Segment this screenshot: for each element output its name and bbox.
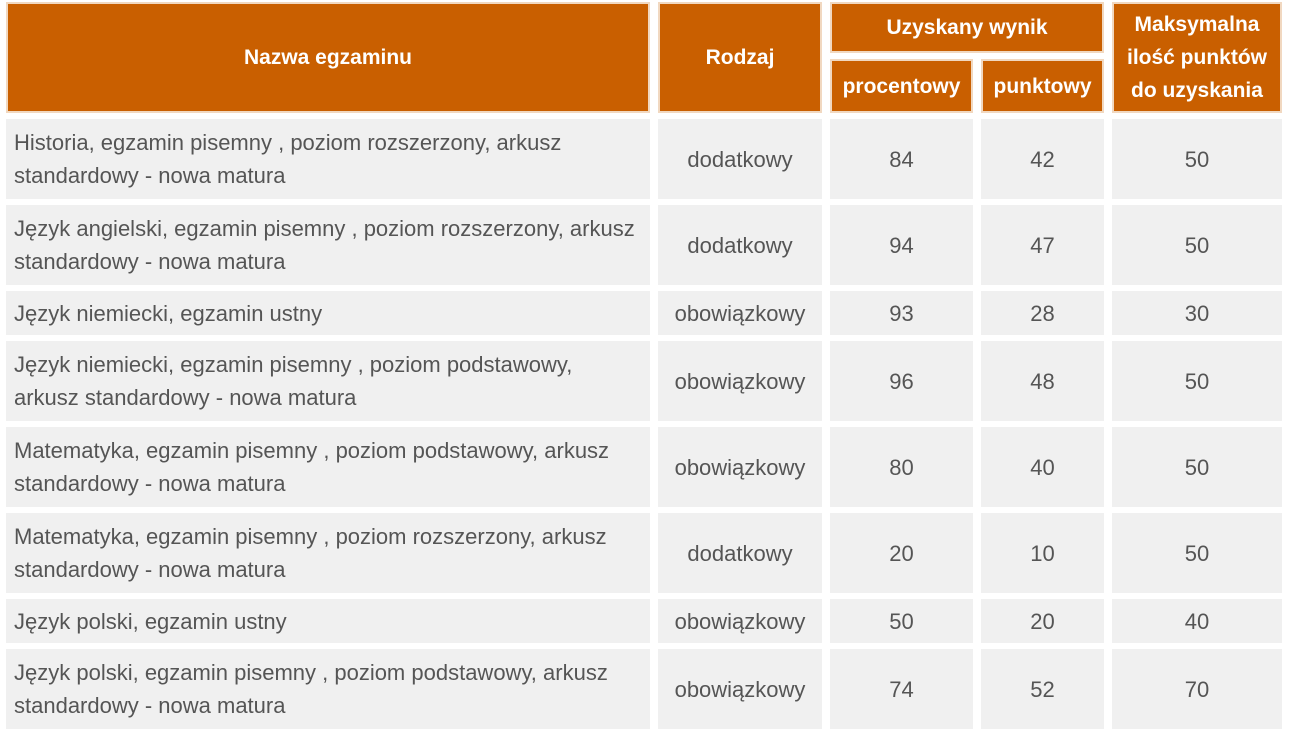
cell-percent: 20 bbox=[830, 513, 973, 593]
cell-exam-name: Język polski, egzamin pisemny , poziom p… bbox=[6, 649, 650, 729]
cell-max: 50 bbox=[1112, 341, 1282, 421]
cell-percent: 74 bbox=[830, 649, 973, 729]
table-row: Język niemiecki, egzamin ustny obowiązko… bbox=[6, 291, 1282, 335]
cell-exam-name: Język niemiecki, egzamin ustny bbox=[6, 291, 650, 335]
cell-max: 50 bbox=[1112, 119, 1282, 199]
cell-max: 30 bbox=[1112, 291, 1282, 335]
cell-percent: 50 bbox=[830, 599, 973, 643]
header-exam-name: Nazwa egzaminu bbox=[6, 2, 650, 113]
cell-points: 48 bbox=[981, 341, 1104, 421]
cell-exam-name: Matematyka, egzamin pisemny , poziom roz… bbox=[6, 513, 650, 593]
table-row: Język niemiecki, egzamin pisemny , pozio… bbox=[6, 341, 1282, 421]
cell-percent: 84 bbox=[830, 119, 973, 199]
cell-percent: 96 bbox=[830, 341, 973, 421]
cell-max: 50 bbox=[1112, 205, 1282, 285]
cell-points: 10 bbox=[981, 513, 1104, 593]
cell-type: obowiązkowy bbox=[658, 649, 822, 729]
header-type: Rodzaj bbox=[658, 2, 822, 113]
header-max-points: Maksymalna ilość punktów do uzyskania bbox=[1112, 2, 1282, 113]
cell-percent: 93 bbox=[830, 291, 973, 335]
table-row: Język polski, egzamin ustny obowiązkowy … bbox=[6, 599, 1282, 643]
table-header: Nazwa egzaminu Rodzaj Uzyskany wynik Mak… bbox=[6, 2, 1282, 113]
cell-percent: 80 bbox=[830, 427, 973, 507]
cell-exam-name: Matematyka, egzamin pisemny , poziom pod… bbox=[6, 427, 650, 507]
cell-max: 40 bbox=[1112, 599, 1282, 643]
cell-points: 42 bbox=[981, 119, 1104, 199]
header-percent: procentowy bbox=[830, 59, 973, 113]
cell-type: dodatkowy bbox=[658, 205, 822, 285]
cell-type: dodatkowy bbox=[658, 119, 822, 199]
header-points: punktowy bbox=[981, 59, 1104, 113]
table-row: Matematyka, egzamin pisemny , poziom roz… bbox=[6, 513, 1282, 593]
cell-type: obowiązkowy bbox=[658, 341, 822, 421]
cell-max: 70 bbox=[1112, 649, 1282, 729]
cell-type: obowiązkowy bbox=[658, 599, 822, 643]
header-score-group: Uzyskany wynik bbox=[830, 2, 1104, 53]
cell-points: 40 bbox=[981, 427, 1104, 507]
cell-max: 50 bbox=[1112, 513, 1282, 593]
cell-exam-name: Język angielski, egzamin pisemny , pozio… bbox=[6, 205, 650, 285]
cell-points: 47 bbox=[981, 205, 1104, 285]
cell-exam-name: Język polski, egzamin ustny bbox=[6, 599, 650, 643]
cell-type: dodatkowy bbox=[658, 513, 822, 593]
table-body: Historia, egzamin pisemny , poziom rozsz… bbox=[6, 119, 1282, 729]
cell-points: 28 bbox=[981, 291, 1104, 335]
table-row: Język polski, egzamin pisemny , poziom p… bbox=[6, 649, 1282, 729]
cell-type: obowiązkowy bbox=[658, 291, 822, 335]
table-row: Matematyka, egzamin pisemny , poziom pod… bbox=[6, 427, 1282, 507]
cell-exam-name: Język niemiecki, egzamin pisemny , pozio… bbox=[6, 341, 650, 421]
cell-percent: 94 bbox=[830, 205, 973, 285]
cell-max: 50 bbox=[1112, 427, 1282, 507]
table-row: Język angielski, egzamin pisemny , pozio… bbox=[6, 205, 1282, 285]
cell-points: 52 bbox=[981, 649, 1104, 729]
table-row: Historia, egzamin pisemny , poziom rozsz… bbox=[6, 119, 1282, 199]
cell-points: 20 bbox=[981, 599, 1104, 643]
cell-exam-name: Historia, egzamin pisemny , poziom rozsz… bbox=[6, 119, 650, 199]
cell-type: obowiązkowy bbox=[658, 427, 822, 507]
